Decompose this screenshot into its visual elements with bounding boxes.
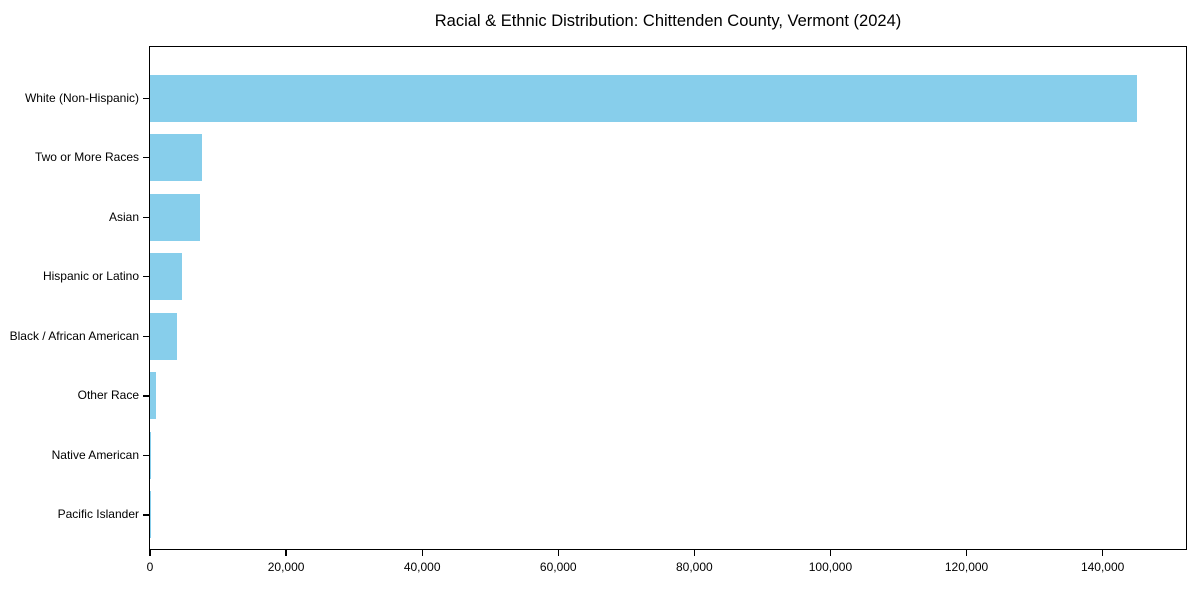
- y-tick-mark: [143, 395, 149, 397]
- y-tick-label: Black / African American: [9, 328, 139, 343]
- x-tick-mark: [285, 550, 287, 556]
- y-tick-label: Two or More Races: [34, 150, 139, 165]
- bar-hispanic-or-latino: [150, 253, 182, 301]
- y-tick-mark: [143, 454, 149, 457]
- bar-white-non-hispanic: [150, 74, 1137, 122]
- x-tick-label: 120,000: [944, 560, 989, 574]
- chart-title: Racial & Ethnic Distribution: Chittenden…: [434, 12, 902, 30]
- x-tick-mark: [693, 550, 695, 556]
- bar-two-or-more-races: [150, 134, 203, 182]
- y-tick-mark: [143, 97, 149, 99]
- y-tick-mark: [143, 276, 149, 278]
- x-tick-mark: [557, 550, 559, 556]
- y-tick-label: Native American: [51, 447, 139, 462]
- y-tick-mark: [143, 514, 149, 516]
- y-tick-label: Other Race: [77, 388, 139, 403]
- x-tick-mark: [829, 550, 832, 556]
- y-tick-mark: [143, 157, 149, 159]
- bar-native-american: [150, 431, 152, 479]
- bar-black-african-american: [150, 312, 177, 360]
- x-tick-label: 80,000: [676, 560, 713, 574]
- plot-area: [149, 46, 1187, 550]
- x-tick-mark: [1102, 550, 1104, 556]
- bar-asian: [150, 193, 200, 241]
- x-tick-label: 100,000: [808, 560, 853, 574]
- x-tick-label: 40,000: [403, 560, 441, 574]
- y-tick-label: Pacific Islander: [57, 507, 139, 522]
- x-tick-label: 0: [146, 560, 154, 574]
- y-tick-label: White (Non-Hispanic): [24, 90, 139, 105]
- x-tick-mark: [965, 550, 968, 556]
- y-tick-label: Asian: [108, 209, 139, 224]
- bar-other-race: [150, 372, 157, 420]
- y-tick-mark: [143, 335, 149, 337]
- x-tick-label: 20,000: [267, 560, 305, 574]
- x-tick-mark: [421, 550, 423, 556]
- y-tick-label: Hispanic or Latino: [42, 269, 139, 284]
- x-tick-label: 60,000: [539, 560, 577, 574]
- x-tick-label: 140,000: [1080, 560, 1125, 574]
- x-tick-mark: [149, 550, 151, 556]
- y-tick-mark: [143, 216, 149, 218]
